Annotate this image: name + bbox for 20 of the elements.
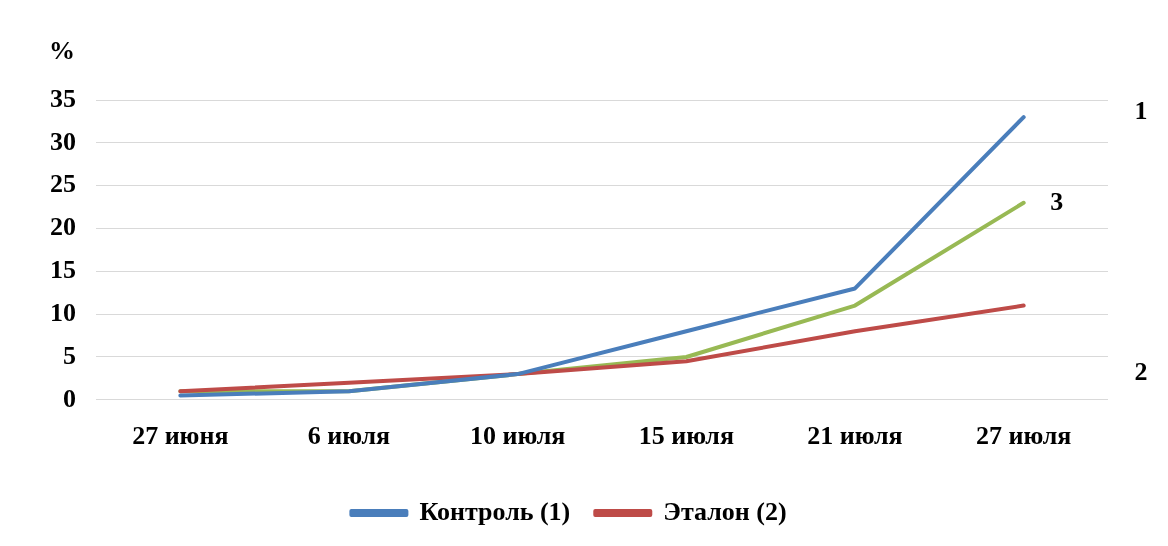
text: 2 bbox=[1134, 356, 1148, 386]
x-tick-label: 10 июля bbox=[469, 421, 566, 451]
annotation: 3 bbox=[1050, 186, 1064, 216]
y-axis-title: % bbox=[49, 35, 75, 65]
y-tick-label: 0 bbox=[63, 383, 76, 413]
y-tick-label: 15 bbox=[50, 255, 76, 285]
y-tick-label: 10 bbox=[50, 297, 76, 327]
y-tick-label: 35 bbox=[50, 83, 76, 113]
x-tick-label: 27 июня bbox=[132, 421, 229, 451]
x-tick-label: 27 июля bbox=[975, 421, 1072, 451]
y-tick-label: 30 bbox=[50, 126, 76, 156]
y-tick-label: 20 bbox=[50, 212, 76, 242]
x-tick-label: 15 июля bbox=[638, 421, 735, 451]
legend-label: Контроль (1) bbox=[419, 496, 571, 526]
legend-label: Эталон (2) bbox=[663, 496, 787, 526]
x-tick-label: 21 июля bbox=[807, 421, 903, 451]
y-tick-label: 5 bbox=[63, 340, 76, 370]
text: 1 bbox=[1134, 95, 1148, 125]
y-tick-label: 25 bbox=[50, 169, 76, 199]
x-tick-label: 6 июля bbox=[307, 421, 391, 451]
